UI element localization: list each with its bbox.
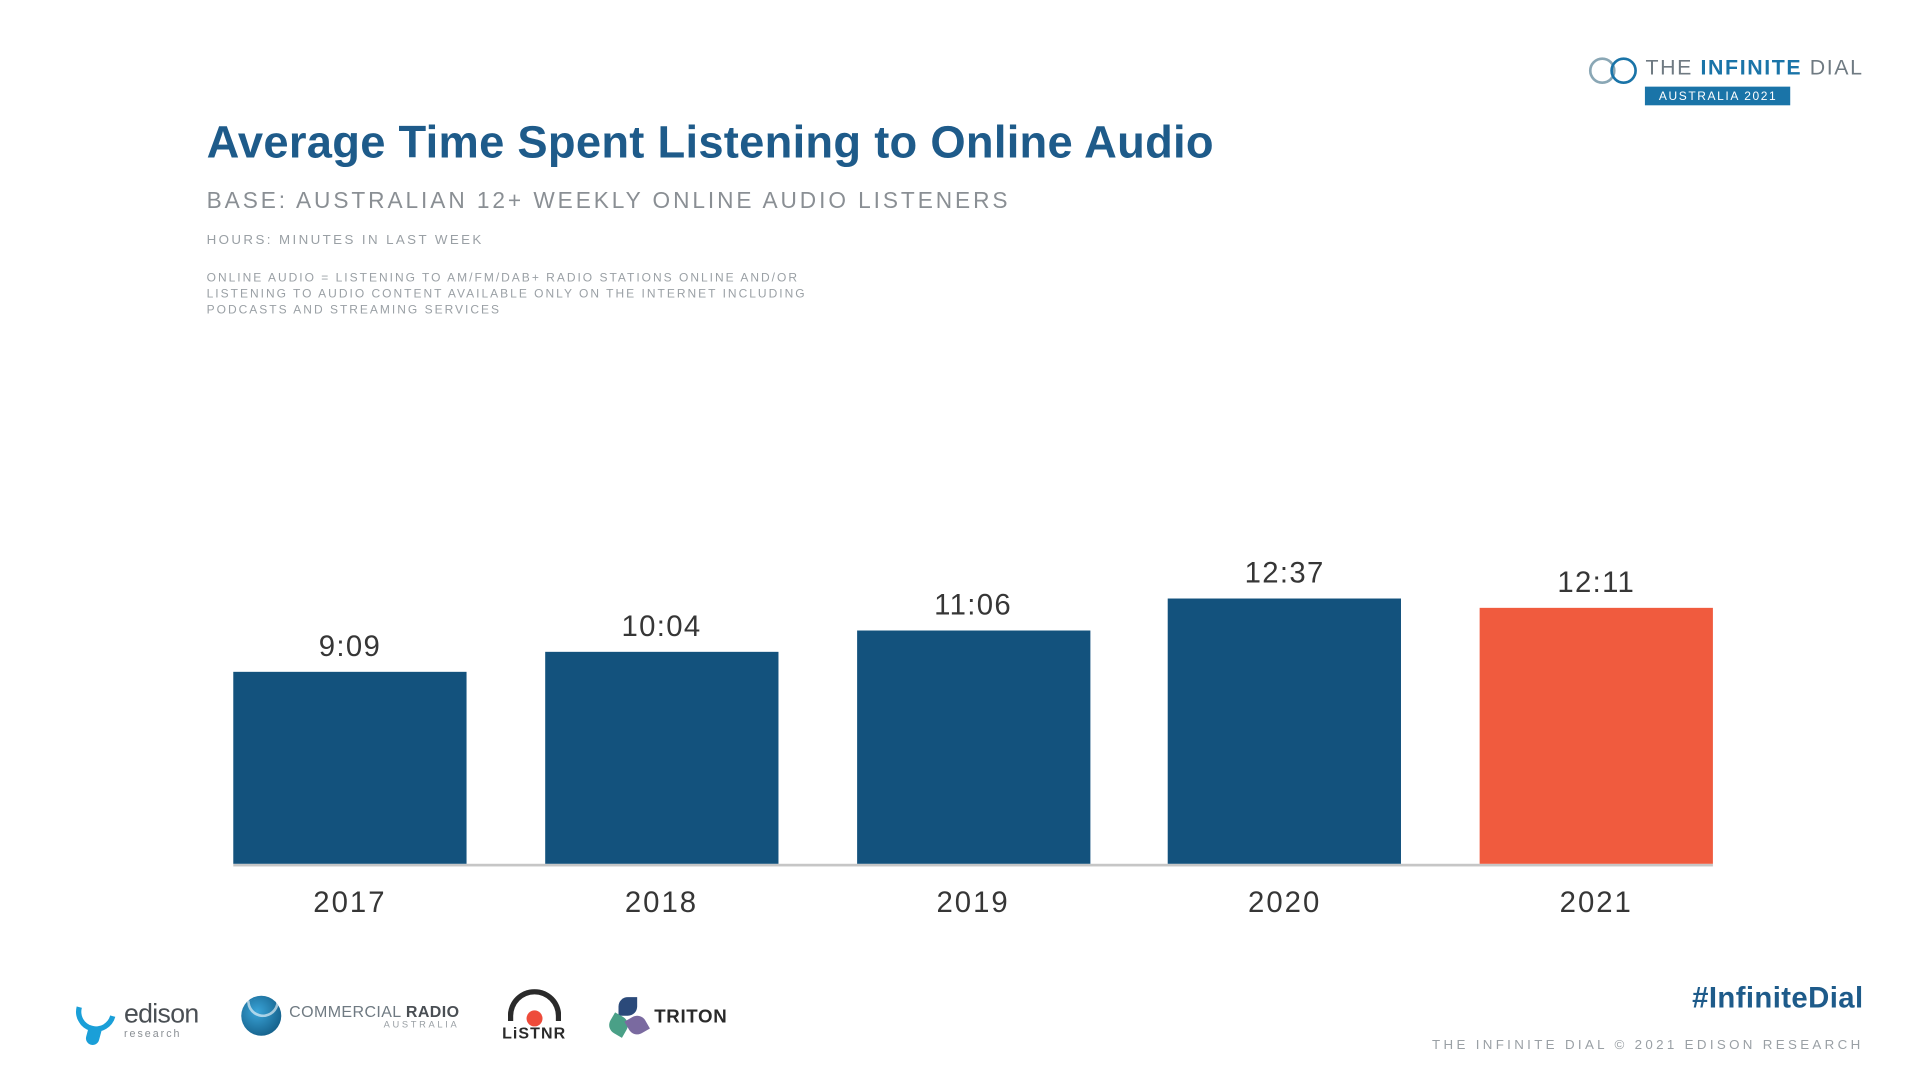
bar-value-label: 12:11 xyxy=(1557,565,1635,600)
bar-group: 12:37 xyxy=(1168,556,1401,864)
copyright: THE INFINITE DIAL © 2021 EDISON RESEARCH xyxy=(1432,1038,1864,1053)
note-line: LISTENING TO AUDIO CONTENT AVAILABLE ONL… xyxy=(207,285,1214,301)
bar-group: 9:09 xyxy=(233,629,466,864)
bar-value-label: 9:09 xyxy=(319,629,381,664)
slide-note-definition: ONLINE AUDIO = LISTENING TO AM/FM/DAB+ R… xyxy=(207,269,1214,318)
listnr-name: LiSTNR xyxy=(502,1024,566,1043)
listnr-icon xyxy=(507,989,560,1021)
bar xyxy=(545,652,778,864)
infinity-icon xyxy=(1590,56,1638,83)
note-line: PODCASTS AND STREAMING SERVICES xyxy=(207,302,1214,318)
category-label: 2018 xyxy=(545,885,778,920)
category-label: 2020 xyxy=(1168,885,1401,920)
bar-value-label: 12:37 xyxy=(1245,556,1325,591)
brand-dial: DIAL xyxy=(1802,57,1863,80)
logo-edison: edison research xyxy=(73,992,198,1040)
brand-the: THE xyxy=(1646,57,1701,80)
brand-text: THE INFINITE DIAL xyxy=(1646,57,1864,81)
brand-badge: AUSTRALIA 2021 xyxy=(1646,87,1791,106)
bar-value-label: 10:04 xyxy=(621,609,701,644)
brand-infinite: INFINITE xyxy=(1701,57,1803,80)
slide-note-units: HOURS: MINUTES IN LAST WEEK xyxy=(207,233,1214,248)
cra-icon xyxy=(241,996,281,1036)
slide-subtitle: BASE: AUSTRALIAN 12+ WEEKLY ONLINE AUDIO… xyxy=(207,188,1214,215)
bar-chart: 9:0910:0411:0612:3712:11 201720182019202… xyxy=(233,587,1713,920)
footer-logos: edison research COMMERCIAL RADIO AUSTRAL… xyxy=(73,989,727,1042)
header-brand-logo: THE INFINITE DIAL AUSTRALIA 2021 xyxy=(1590,56,1864,107)
header-block: Average Time Spent Listening to Online A… xyxy=(207,117,1214,318)
hashtag: #InfiniteDial xyxy=(1692,981,1863,1016)
category-label: 2017 xyxy=(233,885,466,920)
bar-group: 10:04 xyxy=(545,609,778,864)
note-line: ONLINE AUDIO = LISTENING TO AM/FM/DAB+ R… xyxy=(207,269,1214,285)
chart-categories-row: 2017 2018 2019 2020 2021 xyxy=(233,885,1713,920)
triton-icon xyxy=(609,997,646,1034)
cra-name: COMMERCIAL RADIO xyxy=(289,1002,459,1021)
slide-title: Average Time Spent Listening to Online A… xyxy=(207,117,1214,169)
logo-listnr: LiSTNR xyxy=(502,989,566,1042)
bar-value-label: 11:06 xyxy=(934,588,1012,623)
logo-triton: TRITON xyxy=(609,997,727,1034)
edison-name: edison xyxy=(124,1000,199,1031)
logo-commercial-radio: COMMERCIAL RADIO AUSTRALIA xyxy=(241,996,459,1036)
category-label: 2021 xyxy=(1480,885,1713,920)
bar xyxy=(233,672,466,864)
category-label: 2019 xyxy=(856,885,1089,920)
bar xyxy=(856,631,1089,864)
bar xyxy=(1168,599,1401,864)
bar-group: 12:11 xyxy=(1480,565,1713,864)
edison-icon xyxy=(73,992,121,1040)
chart-bars-row: 9:0910:0411:0612:3712:11 xyxy=(233,587,1713,867)
bar-group: 11:06 xyxy=(856,588,1089,864)
triton-name: TRITON xyxy=(654,1005,727,1026)
cra-sub: AUSTRALIA xyxy=(289,1020,459,1029)
bar xyxy=(1480,608,1713,864)
